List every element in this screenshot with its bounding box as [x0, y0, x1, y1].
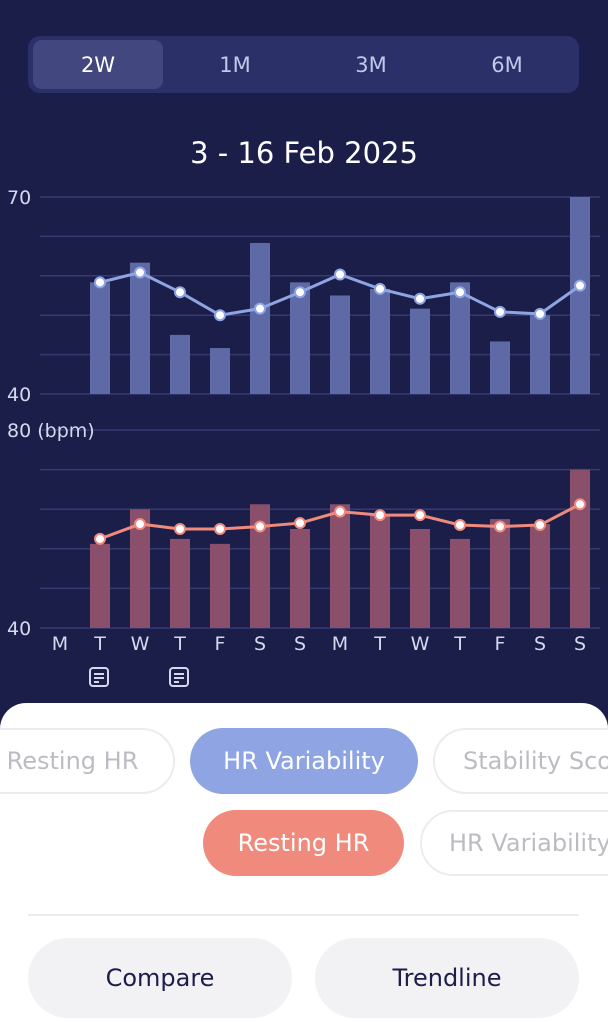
- hrv-trend-point: [374, 282, 386, 295]
- day-label: T: [373, 633, 386, 655]
- rhr-bar: [250, 504, 270, 628]
- hrv-bar: [450, 282, 470, 394]
- rhr-trend-point: [334, 505, 346, 518]
- period-label: 3 - 16 Feb 2025: [190, 136, 418, 170]
- rhr-bar: [330, 504, 350, 628]
- rhr-bar: [170, 538, 190, 628]
- rhr-trend-point: [494, 520, 506, 533]
- hrv-trend-point: [574, 279, 586, 292]
- rhr-bar: [450, 538, 470, 628]
- day-label: F: [495, 633, 506, 655]
- rhr-trend-point: [94, 532, 106, 545]
- day-label: S: [534, 633, 546, 655]
- rhr-bar: [290, 529, 310, 628]
- rhr-trend-point: [574, 498, 586, 511]
- rhr-bar: [210, 543, 230, 628]
- hrv-bar: [90, 282, 110, 394]
- compare-button[interactable]: Compare: [28, 938, 292, 1018]
- rhr-bar: [410, 529, 430, 628]
- divider: [28, 914, 579, 916]
- chip-hr-variability-selected[interactable]: HR Variability: [190, 728, 418, 794]
- range-tab-6m[interactable]: 6M: [491, 52, 523, 77]
- range-segmented-control: 2W 1M 3M 6M: [28, 36, 579, 93]
- rhr-trend-point: [174, 523, 186, 535]
- hrv-bar: [490, 341, 510, 394]
- metric-sheet: Resting HR HR Variability Stability Sco r…: [0, 703, 608, 1023]
- day-label: T: [93, 633, 106, 655]
- chip-stability-score[interactable]: Stability Score: [433, 728, 608, 794]
- hrv-bar: [170, 334, 190, 394]
- day-label: S: [574, 633, 586, 655]
- range-tab-3m[interactable]: 3M: [355, 52, 387, 77]
- rhr-bar: [570, 469, 590, 628]
- hrv-trend-point: [414, 292, 426, 305]
- hrv-trend-point: [174, 286, 186, 299]
- day-label: M: [52, 633, 68, 655]
- rhr-trend-point: [414, 509, 426, 522]
- hrv-bar: [330, 295, 350, 394]
- day-label: F: [215, 633, 226, 655]
- hrv-trend-point: [214, 309, 226, 322]
- hrv-trend-point: [334, 268, 346, 281]
- hrv-trend-point: [534, 307, 546, 320]
- hrv-bar: [530, 315, 550, 394]
- range-tab-2w[interactable]: 2W: [33, 40, 163, 89]
- rhr-trend-point: [454, 519, 466, 532]
- hrv-trend-point: [94, 276, 106, 289]
- rhr-bar: [530, 524, 550, 628]
- rhr-trend-point: [374, 509, 386, 522]
- hrv-bar: [370, 288, 390, 394]
- day-label: T: [453, 633, 466, 655]
- rhr-trend-point: [134, 518, 146, 531]
- day-label: S: [254, 633, 266, 655]
- hrv-bar: [570, 197, 590, 394]
- trendline-button[interactable]: Trendline: [315, 938, 579, 1018]
- range-tab-1m[interactable]: 1M: [219, 52, 251, 77]
- hrv-bar: [410, 308, 430, 394]
- hrv-trend-point: [254, 302, 266, 315]
- chip-resting-hr-selected[interactable]: Resting HR: [203, 810, 404, 876]
- hrv-trend-point: [294, 286, 306, 299]
- day-label: W: [411, 633, 430, 655]
- chip-resting-hr[interactable]: Resting HR: [0, 728, 175, 794]
- day-label: T: [173, 633, 186, 655]
- hrv-trend-point: [494, 305, 506, 318]
- rhr-trend-point: [254, 520, 266, 533]
- rhr-bar: [130, 509, 150, 628]
- hrv-bar: [130, 262, 150, 394]
- hr-chart: 70 40 80 (bpm) 40 M T W T F S S M T W T F S S: [7, 187, 600, 655]
- rhr-bar: [490, 519, 510, 628]
- rhr-bar: [90, 543, 110, 628]
- rhr-trend-point: [214, 523, 226, 535]
- hrv-ytick-bottom: 40: [7, 384, 31, 406]
- hrv-trend-point: [134, 266, 146, 279]
- day-label: W: [131, 633, 150, 655]
- hrv-bar: [290, 282, 310, 394]
- rhr-trend-point: [294, 517, 306, 530]
- note-icon[interactable]: [88, 666, 110, 688]
- day-label: M: [332, 633, 348, 655]
- rhr-bar: [370, 514, 390, 628]
- hrv-bar: [210, 348, 230, 394]
- hrv-ytick-top: 70: [7, 187, 31, 209]
- chip-hr-variability[interactable]: HR Variability: [420, 810, 608, 876]
- hrv-trend-point: [454, 286, 466, 299]
- note-icon[interactable]: [168, 666, 190, 688]
- rhr-ytick-top: 80 (bpm): [7, 420, 95, 442]
- day-label: S: [294, 633, 306, 655]
- rhr-trend-point: [534, 519, 546, 532]
- hrv-bar: [250, 242, 270, 394]
- rhr-ytick-bottom: 40: [7, 618, 31, 640]
